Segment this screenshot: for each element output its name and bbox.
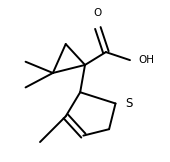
Text: S: S [125,97,133,110]
Text: O: O [94,8,102,18]
Text: OH: OH [138,55,154,65]
